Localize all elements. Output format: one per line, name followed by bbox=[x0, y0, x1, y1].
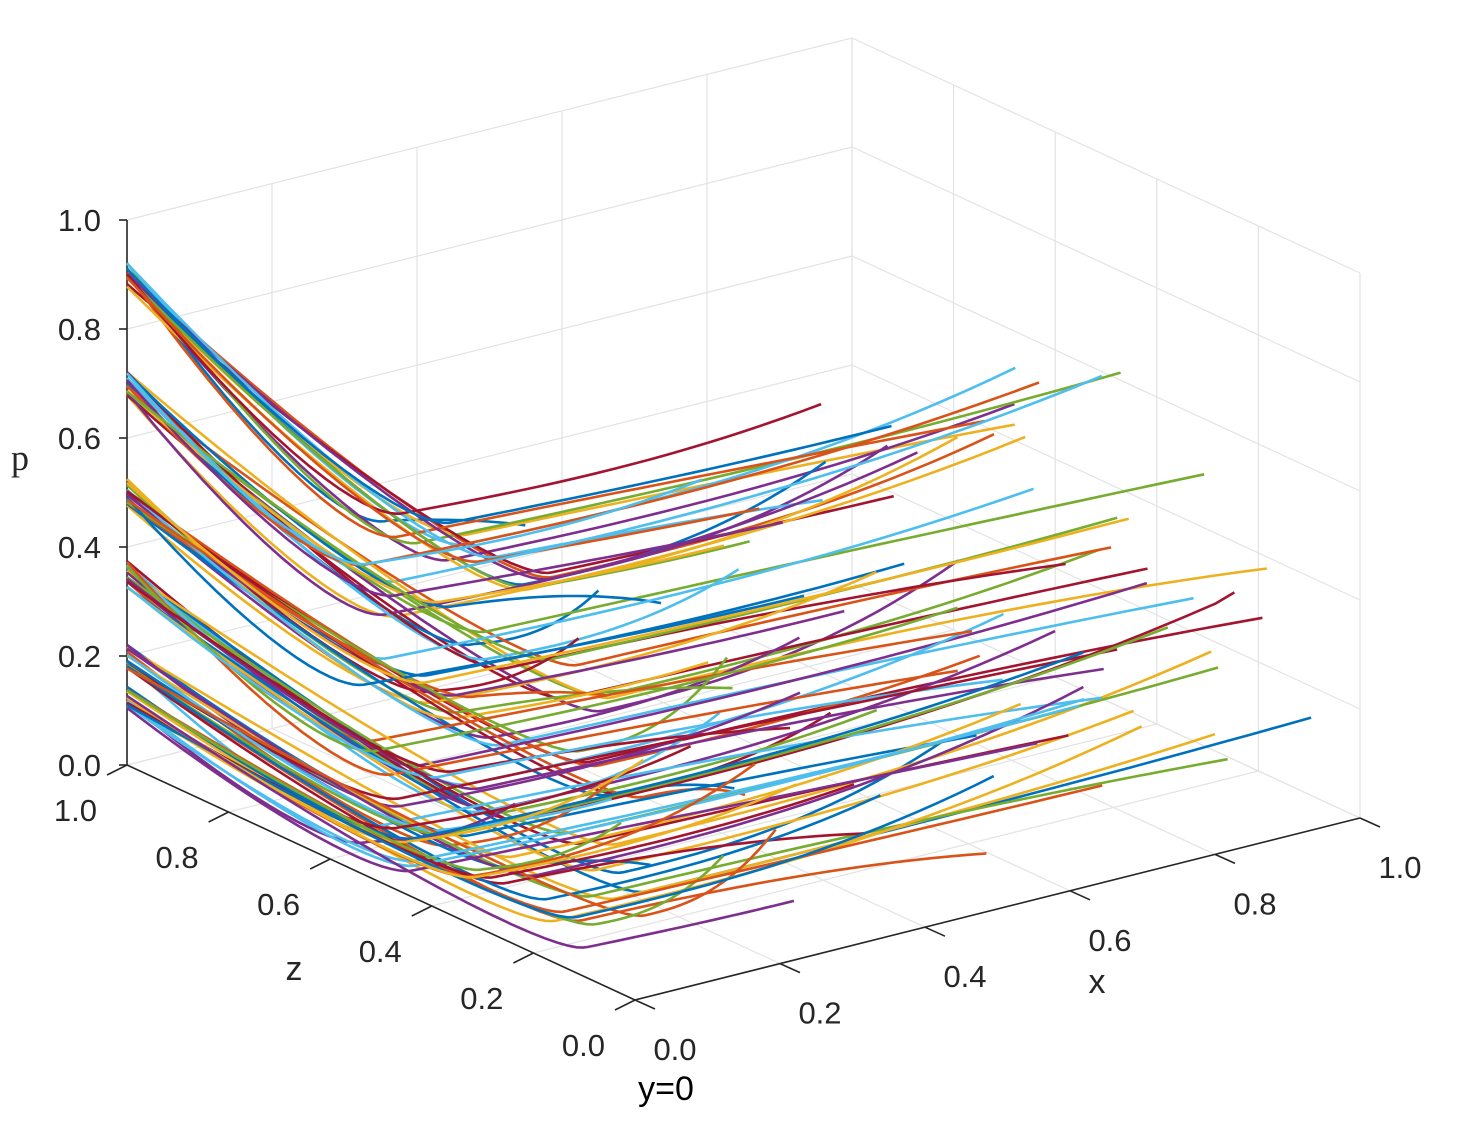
x-tick-mark bbox=[1214, 853, 1236, 865]
z-tick-mark bbox=[411, 905, 433, 917]
z-tick-label: 0.8 bbox=[155, 840, 198, 875]
right-wall-grid-line bbox=[851, 146, 1361, 383]
trajectory-line bbox=[126, 651, 1084, 841]
floor-grid-line bbox=[228, 629, 954, 813]
back-wall-grid-line bbox=[126, 364, 853, 548]
trajectory-line bbox=[126, 706, 1038, 873]
back-wall-grid-line bbox=[126, 473, 853, 657]
trajectory-line bbox=[126, 694, 795, 949]
x-tick-label: 0.4 bbox=[943, 959, 986, 994]
trajectory-line bbox=[126, 488, 1194, 747]
z-tick-label: 0.4 bbox=[359, 934, 402, 969]
trajectory-line bbox=[126, 498, 746, 799]
trajectory-line bbox=[126, 648, 1118, 801]
trajectory-line bbox=[126, 394, 1026, 618]
trajectory-line bbox=[126, 392, 1100, 698]
back-wall-grid-line bbox=[126, 146, 853, 330]
grid-layer bbox=[126, 37, 1361, 1001]
z-tick-label: 0.2 bbox=[460, 981, 503, 1016]
trajectory-line bbox=[125, 272, 986, 539]
trajectory-line bbox=[126, 389, 725, 604]
trajectory-line bbox=[126, 273, 889, 581]
z-tick-mark bbox=[513, 952, 534, 964]
z-tick-mark bbox=[309, 858, 331, 870]
trajectory-line bbox=[126, 379, 784, 598]
trajectory-line bbox=[126, 275, 750, 590]
x-tick-label: 0.2 bbox=[798, 996, 841, 1031]
x-tick-mark bbox=[1359, 817, 1381, 828]
trajectory-line bbox=[126, 283, 894, 575]
trajectory-line bbox=[126, 647, 1084, 878]
trajectory-line bbox=[126, 697, 1085, 868]
trajectory-line bbox=[126, 688, 622, 872]
right-wall-grid-line bbox=[851, 582, 1361, 819]
z-tick-label: 1.0 bbox=[54, 793, 97, 828]
trajectory-line bbox=[126, 650, 614, 847]
right-wall-grid-line bbox=[851, 364, 1361, 601]
right-wall-grid-line bbox=[851, 37, 1361, 274]
x-tick-label: 0.8 bbox=[1233, 886, 1276, 921]
trajectory-line bbox=[125, 267, 526, 527]
p-tick-label: 0.8 bbox=[58, 312, 101, 347]
x-tick-label: 0.6 bbox=[1088, 923, 1131, 958]
trajectory-line bbox=[125, 273, 822, 516]
tick-marks bbox=[106, 219, 1381, 1011]
trajectory-line bbox=[126, 267, 892, 525]
p-tick-label: 0.6 bbox=[58, 421, 101, 456]
x-tick-mark bbox=[779, 962, 801, 974]
right-wall-grid-line bbox=[851, 255, 1361, 492]
y-zero-annotation: y=0 bbox=[638, 1070, 694, 1108]
trajectory-line bbox=[126, 703, 995, 919]
tick-labels: 0.0 0.2 0.4 0.6 0.8 1.0 0.0 0.2 0.4 0.6 0.8 1.0 0.0 0… bbox=[54, 203, 1422, 1067]
trajectory-line bbox=[126, 381, 1040, 567]
trajectory-line bbox=[126, 262, 823, 559]
x-tick-mark bbox=[924, 926, 946, 937]
trajectory-line bbox=[126, 276, 1015, 537]
p-tick-label: 0.2 bbox=[58, 639, 101, 674]
trajectory-line bbox=[126, 285, 959, 592]
floor-grid-line bbox=[431, 723, 1157, 907]
trajectory-line bbox=[126, 372, 703, 566]
p-tick-label: 0.0 bbox=[58, 748, 101, 783]
p-axis-label: p bbox=[11, 438, 29, 478]
trajectory-line bbox=[126, 564, 721, 814]
z-tick-label: 0.0 bbox=[562, 1028, 605, 1063]
trajectory-line bbox=[126, 481, 1130, 685]
trajectory-line bbox=[126, 371, 1066, 671]
x-tick-label: 1.0 bbox=[1378, 850, 1421, 885]
trajectory-line bbox=[126, 577, 1104, 791]
trajectory-line bbox=[125, 262, 1121, 545]
trajectory-line bbox=[126, 274, 1015, 562]
back-wall-grid-line bbox=[126, 255, 853, 439]
trajectory-line bbox=[126, 382, 600, 647]
x-tick-mark bbox=[634, 999, 656, 1010]
trajectory-line bbox=[126, 585, 1003, 779]
trajectory-line bbox=[126, 496, 805, 687]
p-tick-label: 1.0 bbox=[58, 203, 101, 238]
z-tick-mark bbox=[106, 764, 128, 776]
trajectory-line bbox=[126, 372, 662, 609]
z-tick-mark bbox=[614, 999, 636, 1011]
back-wall-grid-line bbox=[126, 37, 853, 221]
trajectory-line bbox=[126, 565, 958, 753]
trajectory-line bbox=[126, 271, 827, 586]
z-tick-label: 0.6 bbox=[257, 887, 300, 922]
x-axis-line bbox=[634, 817, 1361, 1001]
p-tick-label: 0.4 bbox=[58, 530, 101, 565]
z-axis-label: z bbox=[286, 950, 303, 988]
trajectory-line bbox=[126, 696, 797, 879]
trajectory-line bbox=[126, 666, 865, 885]
x-axis-label: x bbox=[1089, 963, 1106, 1001]
z-axis-line bbox=[126, 764, 636, 1001]
x-tick-label: 0.0 bbox=[653, 1032, 696, 1067]
trajectory-line bbox=[126, 626, 1169, 836]
trajectory-lines bbox=[125, 262, 1312, 949]
z-tick-mark bbox=[208, 811, 229, 823]
x-tick-mark bbox=[1069, 890, 1091, 901]
trajectory-line bbox=[126, 504, 877, 705]
